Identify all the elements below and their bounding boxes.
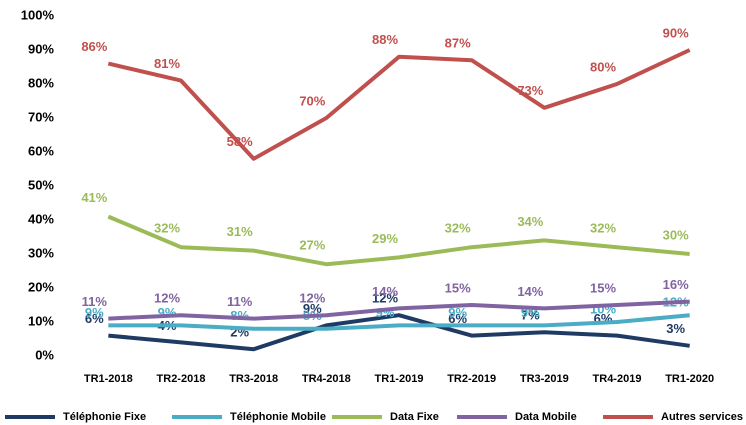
data-label: 9% bbox=[303, 301, 322, 316]
y-tick-label: 60% bbox=[28, 143, 54, 158]
y-tick-label: 100% bbox=[21, 7, 55, 22]
legend-label: Téléphonie Fixe bbox=[63, 411, 146, 423]
legend-label: Téléphonie Mobile bbox=[230, 411, 326, 423]
y-tick-label: 10% bbox=[28, 313, 54, 328]
data-label: 14% bbox=[517, 284, 543, 299]
x-tick-label: TR1-2018 bbox=[84, 373, 133, 385]
x-tick-label: TR1-2019 bbox=[375, 373, 424, 385]
data-label: 3% bbox=[666, 321, 685, 336]
data-label: 15% bbox=[445, 280, 471, 295]
x-tick-label: TR2-2018 bbox=[157, 373, 206, 385]
data-label: 70% bbox=[299, 93, 325, 108]
data-label: 34% bbox=[517, 214, 543, 229]
data-label: 12% bbox=[154, 291, 180, 306]
data-label: 32% bbox=[445, 221, 471, 236]
y-tick-label: 80% bbox=[28, 75, 54, 90]
y-tick-label: 0% bbox=[35, 347, 54, 362]
x-tick-label: TR4-2018 bbox=[302, 373, 351, 385]
data-label: 14% bbox=[372, 284, 398, 299]
data-label: 12% bbox=[372, 291, 398, 306]
data-label: 80% bbox=[590, 59, 616, 74]
data-label: 88% bbox=[372, 32, 398, 47]
y-tick-label: 50% bbox=[28, 177, 54, 192]
x-tick-label: TR3-2019 bbox=[520, 373, 569, 385]
data-label: 90% bbox=[663, 25, 689, 40]
data-label: 9% bbox=[448, 305, 467, 320]
data-label: 73% bbox=[517, 83, 543, 98]
data-label: 32% bbox=[154, 221, 180, 236]
y-tick-label: 90% bbox=[28, 41, 54, 56]
data-label: 11% bbox=[82, 294, 108, 309]
data-label: 32% bbox=[590, 221, 616, 236]
y-tick-label: 30% bbox=[28, 245, 54, 260]
legend-label: Data Mobile bbox=[515, 411, 577, 423]
x-tick-label: TR1-2020 bbox=[665, 373, 714, 385]
series-line bbox=[108, 313, 690, 352]
data-label: 16% bbox=[663, 277, 689, 292]
y-tick-label: 70% bbox=[28, 109, 54, 124]
data-label: 30% bbox=[663, 227, 689, 242]
legend-label: Data Fixe bbox=[390, 411, 439, 423]
data-label: 9% bbox=[85, 305, 104, 320]
data-label: 81% bbox=[154, 56, 180, 71]
y-tick-label: 20% bbox=[28, 279, 54, 294]
data-label: 15% bbox=[590, 280, 616, 295]
data-label: 12% bbox=[299, 291, 325, 306]
data-label: 29% bbox=[372, 231, 398, 246]
data-label: 27% bbox=[299, 238, 325, 253]
data-label: 6% bbox=[448, 311, 467, 326]
data-label: 11% bbox=[227, 294, 253, 309]
data-label: 41% bbox=[81, 190, 107, 205]
x-tick-label: TR4-2019 bbox=[593, 373, 642, 385]
data-label: 6% bbox=[85, 311, 104, 326]
series-line bbox=[108, 299, 690, 321]
x-tick-label: TR2-2019 bbox=[447, 373, 496, 385]
data-label: 86% bbox=[81, 39, 107, 54]
y-tick-label: 40% bbox=[28, 211, 54, 226]
data-label: 7% bbox=[521, 308, 540, 323]
series-line bbox=[108, 313, 690, 331]
data-label: 31% bbox=[227, 224, 253, 239]
x-tick-label: TR3-2018 bbox=[229, 373, 278, 385]
legend-label: Autres services bbox=[661, 411, 743, 423]
series-line bbox=[107, 48, 691, 161]
data-label: 58% bbox=[227, 134, 253, 149]
data-label: 87% bbox=[445, 36, 471, 51]
series-line bbox=[107, 214, 690, 267]
